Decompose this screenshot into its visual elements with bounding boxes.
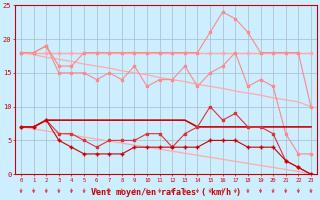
X-axis label: Vent moyen/en rafales ( km/h ): Vent moyen/en rafales ( km/h ) bbox=[91, 188, 241, 197]
